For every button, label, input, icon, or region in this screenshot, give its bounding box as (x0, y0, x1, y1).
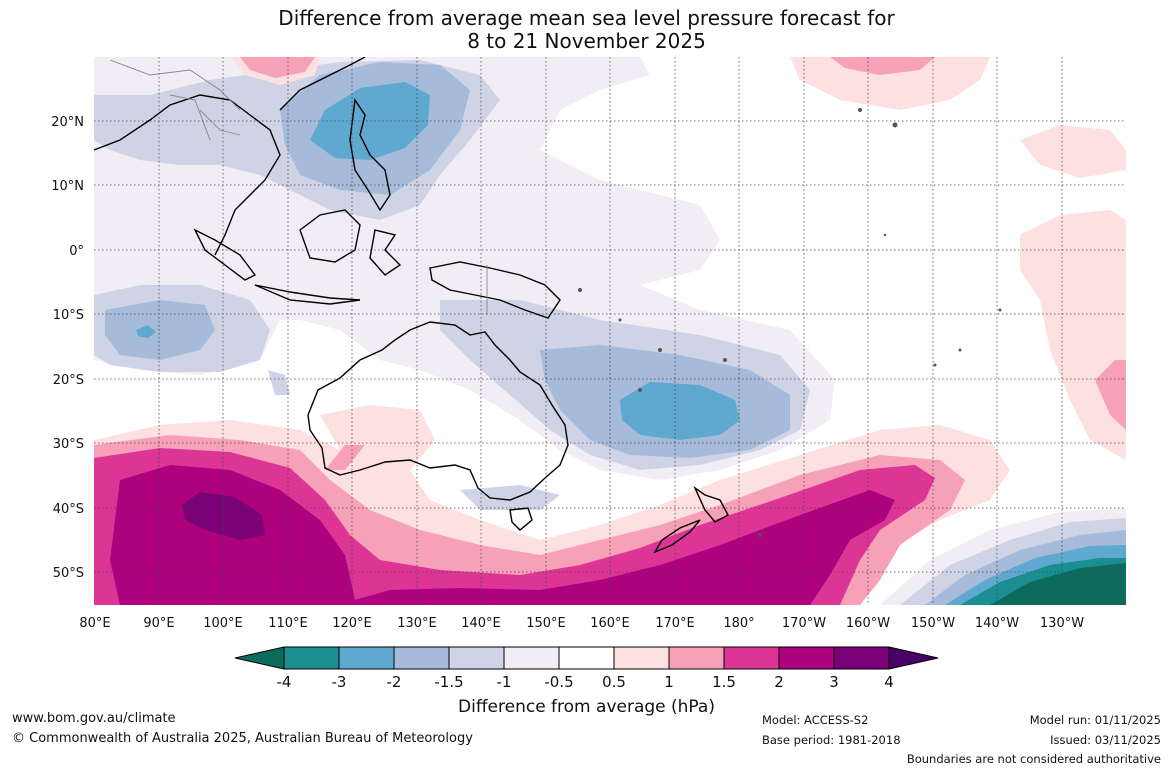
bom-url[interactable]: www.bom.gov.au/climate (12, 711, 176, 726)
colorbar-swatch (283, 646, 340, 670)
lon-label: 160°W (846, 616, 890, 631)
copyright-text: © Commonwealth of Australia 2025, Austra… (12, 731, 473, 746)
anomaly-pale-pink-far-east (1020, 210, 1126, 460)
lat-label-20n: 20°N (51, 115, 84, 130)
lon-label: 140°E (461, 616, 501, 631)
anomaly-pink-east (1095, 360, 1126, 430)
base-period: Base period: 1981-2018 (762, 733, 901, 747)
colorbar-swatch (448, 646, 505, 670)
colorbar-tick: 1.5 (712, 673, 736, 691)
colorbar-swatch (338, 646, 395, 670)
colorbar-title: Difference from average (hPa) (458, 697, 715, 717)
anomaly-bluegray-west (105, 300, 215, 360)
anomaly-pink-ne (830, 57, 935, 75)
philippines-coast (349, 98, 391, 212)
colorbar-tick: -3 (332, 673, 347, 691)
longitude-labels: 80°E 90°E 100°E 110°E 120°E 130°E 140°E … (79, 616, 1084, 631)
lon-label: 150°E (526, 616, 566, 631)
anomaly-blue-west-dot (136, 325, 156, 338)
colorbar-tick: -1 (497, 673, 512, 691)
lat-label-10n: 10°N (51, 179, 84, 194)
borders (109, 59, 488, 315)
lon-label: 170°W (782, 616, 826, 631)
java-coast (254, 284, 361, 305)
boundaries-disclaimer: Boundaries are not considered authoritat… (906, 752, 1161, 766)
gridlines (94, 57, 1126, 605)
lon-label: 90°E (143, 616, 174, 631)
colorbar-swatch (888, 646, 939, 670)
lon-label: 100°E (203, 616, 243, 631)
lat-label-30s: 30°S (53, 437, 84, 452)
colorbar-swatch (234, 646, 285, 670)
model-run-date: Model run: 01/11/2025 (1029, 713, 1161, 727)
lon-label: 150°W (911, 616, 955, 631)
lon-label: 160°E (590, 616, 630, 631)
issued-date: Issued: 03/11/2025 (1050, 733, 1161, 747)
colorbar-swatch (558, 646, 615, 670)
anomaly-se-dark-teal (990, 563, 1126, 605)
australia-coast (307, 321, 569, 501)
colorbar-swatch (393, 646, 450, 670)
lon-label: 140°W (975, 616, 1019, 631)
latitude-labels: 20°N 10°N 0° 10°S 20°S 30°S 40°S 50°S (51, 115, 84, 581)
pressure-anomaly-field (94, 57, 1126, 605)
lat-label-40s: 40°S (53, 502, 84, 517)
lon-label: 110°E (268, 616, 308, 631)
pacific-islands (578, 108, 1002, 537)
anomaly-pink-top (240, 57, 315, 78)
lat-label-10s: 10°S (53, 308, 84, 323)
anomaly-blue-east (620, 382, 740, 440)
colorbar-swatch (613, 646, 670, 670)
colorbar-tick: 3 (829, 673, 839, 691)
colorbar-tick: 1 (664, 673, 674, 691)
colorbar-swatch (668, 646, 725, 670)
asia-coast (94, 57, 366, 256)
colorbar-tick: -4 (277, 673, 292, 691)
lon-label: 120°E (332, 616, 372, 631)
lat-label-20s: 20°S (53, 373, 84, 388)
tasmania-coast (509, 507, 533, 531)
new-zealand-coast (653, 485, 729, 554)
colorbar-tick: -1.5 (434, 673, 463, 691)
anomaly-purple-core (182, 492, 265, 540)
colorbar-tick: 0.5 (602, 673, 626, 691)
colorbar-tick: -2 (387, 673, 402, 691)
sumatra-coast (193, 228, 257, 281)
model-name: Model: ACCESS-S2 (762, 713, 869, 727)
lat-label-50s: 50°S (53, 566, 84, 581)
lon-label: 130°E (397, 616, 437, 631)
anomaly-pink-patch (325, 445, 365, 470)
colorbar-swatch (503, 646, 560, 670)
lon-label: 180° (723, 616, 754, 631)
colorbar-tick: 2 (774, 673, 784, 691)
new-guinea-coast (429, 261, 561, 319)
sulawesi-coast (369, 229, 402, 276)
anomaly-pale-blue-patch (460, 485, 560, 510)
colorbar: -4 -3 -2 -1.5 -1 -0.5 0.5 1 1.5 2 3 4 (234, 646, 939, 691)
anomaly-pale-pink-ne (790, 57, 990, 110)
lon-label: 80°E (79, 616, 110, 631)
colorbar-swatch (778, 646, 835, 670)
lon-label: 170°E (655, 616, 695, 631)
colorbar-swatch (723, 646, 780, 670)
anomaly-dark-magenta-south (110, 465, 895, 605)
title-line-1: Difference from average mean sea level p… (278, 6, 895, 30)
lat-label-0: 0° (69, 244, 84, 259)
borneo-coast (299, 209, 361, 263)
anomaly-pale-pink-east (1020, 125, 1126, 178)
title-line-2: 8 to 21 November 2025 (467, 29, 706, 53)
colorbar-swatch (833, 646, 890, 670)
anomaly-pale-blue-small (268, 370, 290, 395)
lon-label: 130°W (1040, 616, 1084, 631)
colorbar-tick: -0.5 (544, 673, 573, 691)
coastlines (94, 57, 729, 554)
colorbar-tick: 4 (884, 673, 894, 691)
forecast-map: 20°N 10°N 0° 10°S 20°S 30°S 40°S 50°S 80… (51, 57, 1126, 691)
